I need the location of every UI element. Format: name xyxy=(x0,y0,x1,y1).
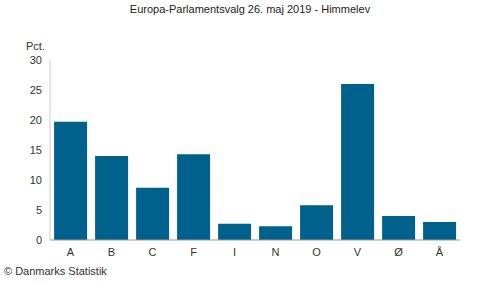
svg-text:B: B xyxy=(108,246,115,258)
svg-text:Ø: Ø xyxy=(394,246,403,258)
svg-text:20: 20 xyxy=(30,114,42,126)
svg-text:15: 15 xyxy=(30,144,42,156)
svg-text:I: I xyxy=(233,246,236,258)
html-text:Pct.: Pct. xyxy=(26,40,45,52)
svg-text:10: 10 xyxy=(30,174,42,186)
svg-text:30: 30 xyxy=(30,54,42,66)
svg-text:N: N xyxy=(272,246,280,258)
svg-text:Å: Å xyxy=(436,246,444,258)
svg-text:0: 0 xyxy=(36,234,42,246)
svg-text:V: V xyxy=(354,246,362,258)
svg-text:F: F xyxy=(190,246,197,258)
svg-text:A: A xyxy=(67,246,75,258)
html-text:© Danmarks Statistik: © Danmarks Statistik xyxy=(4,265,107,277)
svg-text:25: 25 xyxy=(30,84,42,96)
svg-text:5: 5 xyxy=(36,204,42,216)
svg-text:O: O xyxy=(312,246,321,258)
html-text:Europa-Parlamentsvalg 26. maj: Europa-Parlamentsvalg 26. maj 2019 - Him… xyxy=(129,3,371,15)
svg-text:C: C xyxy=(149,246,157,258)
